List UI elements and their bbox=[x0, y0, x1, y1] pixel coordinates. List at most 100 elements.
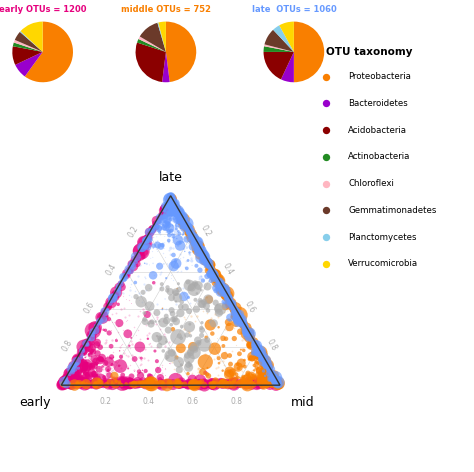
Point bbox=[209, 381, 216, 388]
Point bbox=[163, 380, 171, 388]
Point bbox=[95, 342, 102, 349]
Point bbox=[255, 381, 263, 388]
Point bbox=[242, 328, 249, 335]
Point bbox=[163, 377, 170, 385]
Point bbox=[233, 381, 240, 389]
Point bbox=[226, 294, 233, 302]
Point bbox=[114, 323, 121, 330]
Point bbox=[58, 381, 65, 388]
Point bbox=[172, 203, 179, 211]
Point bbox=[65, 381, 73, 389]
Point bbox=[125, 296, 132, 304]
Point bbox=[189, 380, 196, 388]
Point bbox=[261, 380, 268, 388]
Point bbox=[143, 236, 150, 244]
Point bbox=[131, 254, 139, 261]
Point bbox=[213, 381, 220, 388]
Point bbox=[257, 374, 265, 381]
Point bbox=[134, 312, 142, 320]
Point bbox=[196, 381, 203, 388]
Point bbox=[158, 306, 166, 313]
Point bbox=[193, 240, 201, 247]
Point bbox=[256, 346, 264, 354]
Point bbox=[220, 381, 228, 389]
Point bbox=[184, 224, 191, 231]
Point bbox=[236, 317, 243, 325]
Point bbox=[162, 202, 169, 209]
Point bbox=[226, 301, 234, 308]
Point bbox=[164, 287, 171, 294]
Point bbox=[234, 312, 242, 319]
Point bbox=[258, 381, 266, 388]
Point bbox=[273, 379, 281, 387]
Point bbox=[170, 234, 177, 241]
Point bbox=[60, 380, 68, 388]
Point bbox=[138, 246, 146, 253]
Point bbox=[211, 271, 219, 278]
Point bbox=[258, 381, 266, 389]
Point bbox=[217, 280, 225, 288]
Point bbox=[92, 380, 100, 388]
Point bbox=[167, 194, 175, 202]
Point bbox=[265, 369, 273, 377]
Point bbox=[129, 381, 137, 388]
Point bbox=[139, 243, 147, 250]
Point bbox=[147, 380, 155, 388]
Point bbox=[228, 299, 236, 307]
Point bbox=[137, 380, 144, 388]
Point bbox=[110, 381, 118, 389]
Point bbox=[273, 380, 281, 388]
Point bbox=[170, 199, 177, 207]
Point bbox=[169, 239, 176, 246]
Point bbox=[178, 362, 186, 369]
Point bbox=[159, 304, 166, 312]
Point bbox=[78, 377, 85, 385]
Point bbox=[264, 381, 271, 388]
Point bbox=[218, 380, 226, 388]
Point bbox=[130, 381, 138, 388]
Text: 0.8: 0.8 bbox=[61, 337, 74, 353]
Point bbox=[237, 314, 245, 321]
Point bbox=[196, 381, 204, 388]
Point bbox=[161, 233, 169, 240]
Point bbox=[168, 198, 175, 205]
Point bbox=[109, 304, 117, 312]
Point bbox=[224, 291, 231, 299]
Point bbox=[174, 236, 182, 244]
Point bbox=[263, 381, 270, 388]
Point bbox=[175, 207, 182, 214]
Point bbox=[190, 233, 198, 240]
Point bbox=[103, 381, 110, 389]
Point bbox=[110, 293, 118, 300]
Point bbox=[92, 380, 100, 388]
Point bbox=[186, 320, 193, 328]
Point bbox=[152, 219, 160, 226]
Point bbox=[255, 348, 263, 356]
Point bbox=[224, 291, 231, 298]
Point bbox=[190, 236, 198, 244]
Point bbox=[133, 379, 141, 387]
Point bbox=[187, 228, 195, 235]
Point bbox=[105, 354, 112, 362]
Point bbox=[175, 380, 183, 388]
Point bbox=[201, 272, 209, 279]
Point bbox=[136, 343, 144, 351]
Point bbox=[202, 254, 210, 262]
Point bbox=[246, 330, 253, 337]
Point bbox=[165, 211, 173, 218]
Point bbox=[93, 371, 100, 379]
Point bbox=[196, 242, 203, 250]
Point bbox=[253, 358, 260, 366]
Point bbox=[96, 352, 103, 360]
Point bbox=[75, 379, 83, 387]
Point bbox=[237, 381, 245, 388]
Point bbox=[199, 249, 207, 257]
Point bbox=[254, 380, 262, 388]
Point bbox=[179, 381, 187, 388]
Point bbox=[237, 318, 245, 325]
Point bbox=[192, 238, 200, 246]
Point bbox=[215, 323, 222, 331]
Point bbox=[210, 270, 217, 278]
Point bbox=[165, 196, 173, 203]
Point bbox=[210, 379, 218, 387]
